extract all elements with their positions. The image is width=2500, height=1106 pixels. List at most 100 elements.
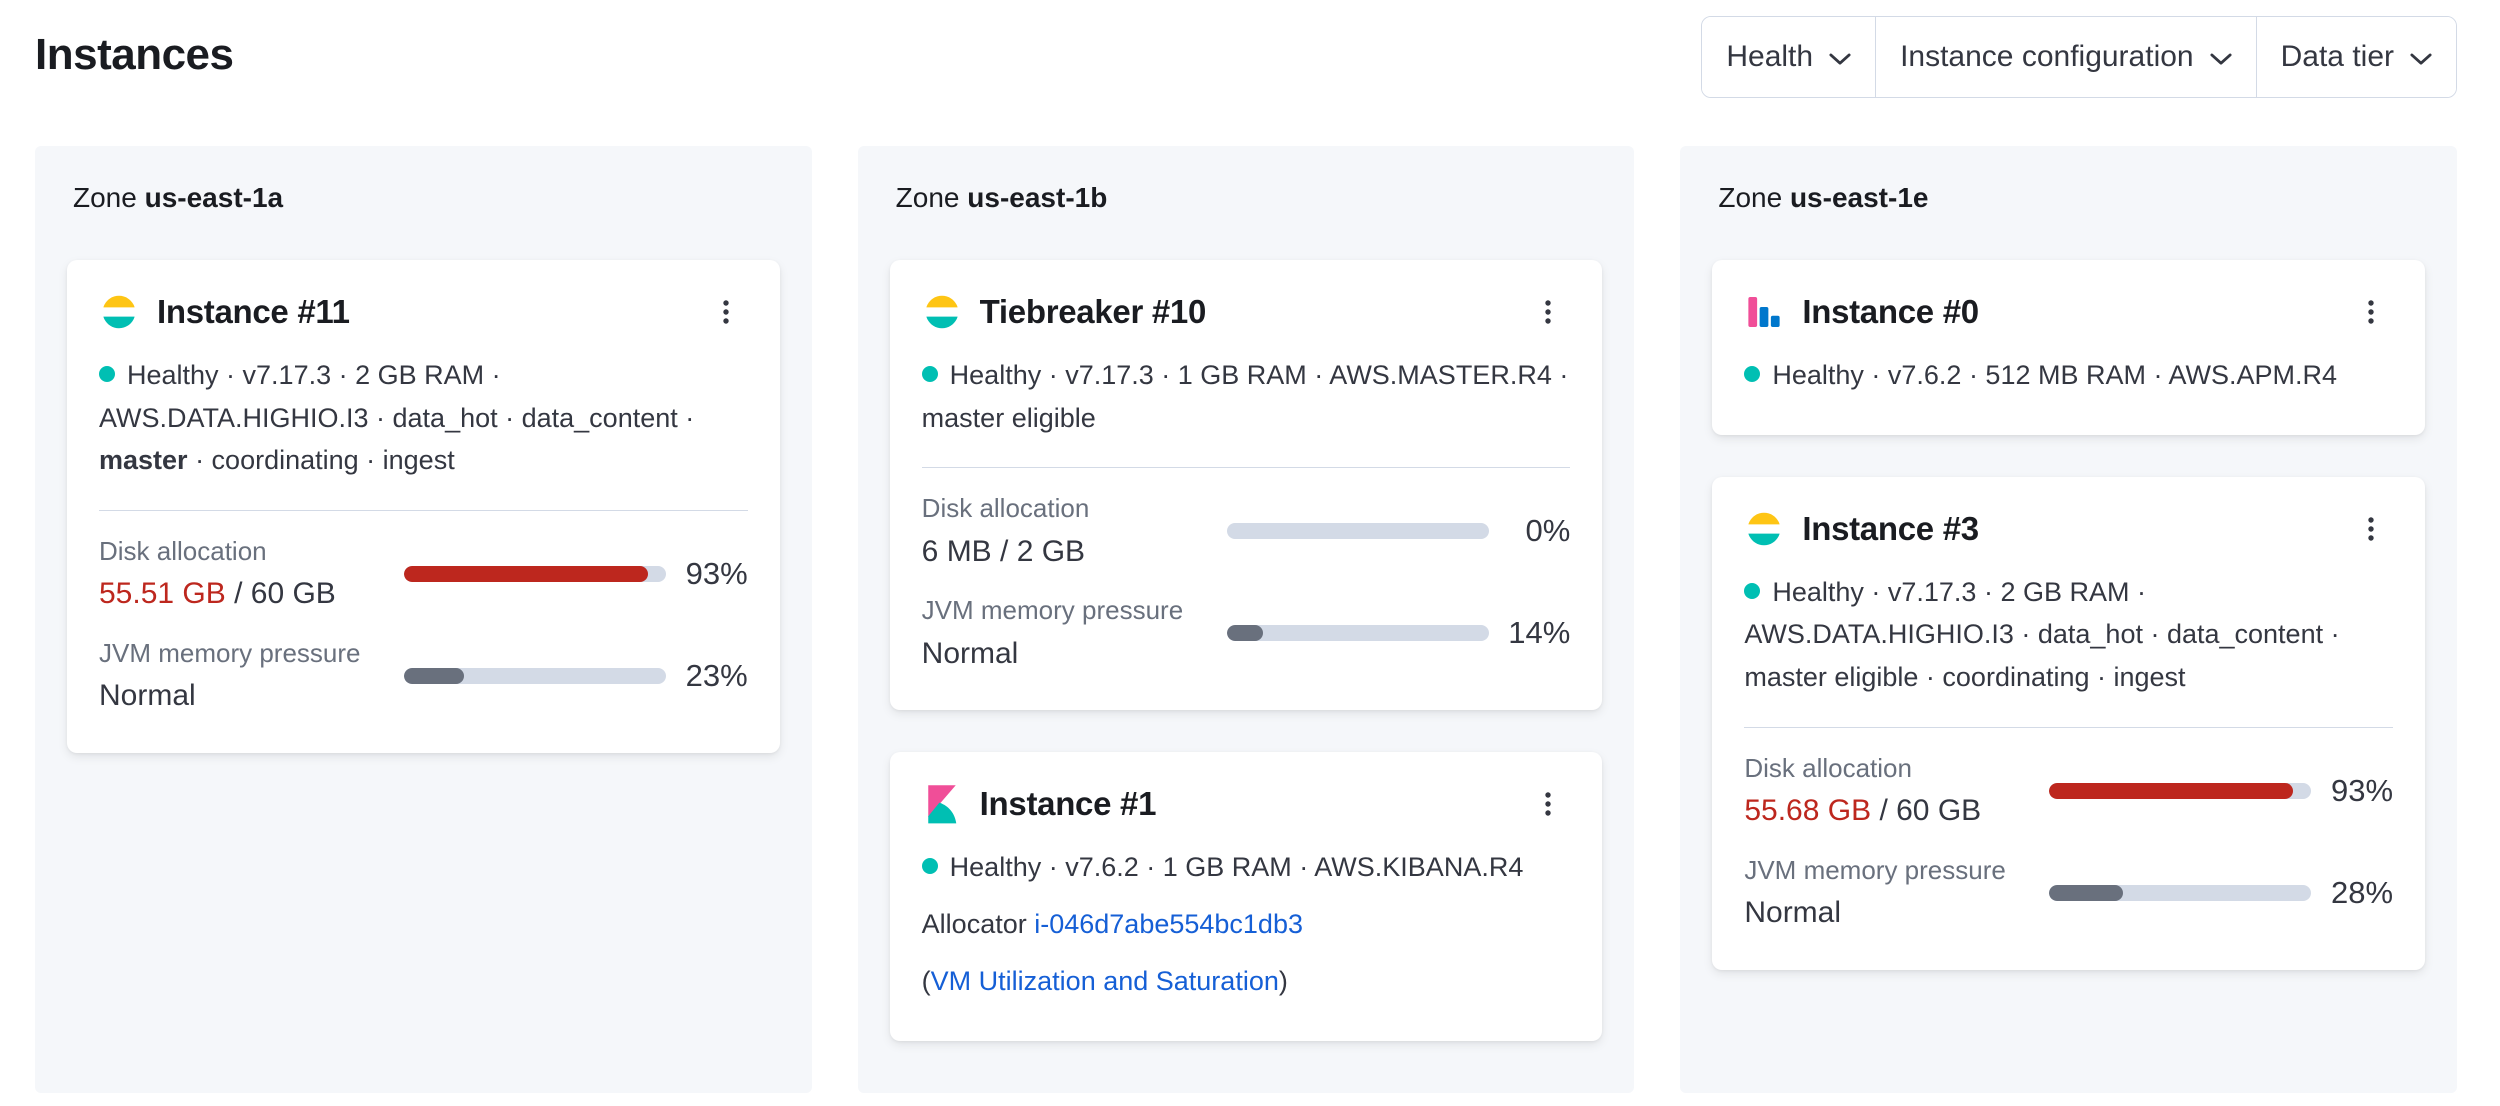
zone-prefix: Zone bbox=[895, 182, 960, 213]
disk-allocation-label: Disk allocation bbox=[921, 493, 1090, 524]
meta-text: Healthy · v7.6.2 · 1 GB RAM · AWS.KIBANA… bbox=[949, 852, 1524, 883]
kebab-icon bbox=[722, 300, 729, 324]
zones-row: Zone us-east-1a Instance #11 bbox=[0, 146, 2500, 1093]
instance-menu-button[interactable] bbox=[704, 290, 748, 334]
card-header: Instance #3 bbox=[1744, 507, 2393, 551]
allocator-link[interactable]: i-046d7abe554bc1db3 bbox=[1034, 908, 1303, 939]
card-header: Tiebreaker #10 bbox=[922, 290, 1571, 334]
page-header: Instances Health Instance configuration … bbox=[0, 0, 2500, 113]
disk-usage-percent: 93% bbox=[2330, 772, 2394, 808]
card-header: Instance #1 bbox=[922, 782, 1571, 826]
instance-0-card: Instance #0 Healthy · v7.6.2 · 512 MB RA… bbox=[1712, 260, 2426, 435]
apm-icon bbox=[1744, 292, 1784, 332]
jvm-pressure-bar bbox=[2049, 884, 2312, 901]
instance-meta: Healthy · v7.6.2 · 1 GB RAM · AWS.KIBANA… bbox=[921, 846, 1571, 889]
divider bbox=[99, 509, 748, 511]
jvm-pressure-value: Normal bbox=[921, 636, 1019, 670]
healthy-status-icon bbox=[1744, 582, 1761, 599]
jvm-memory-pressure-stat: JVM memory pressure Normal 28% bbox=[1744, 854, 2393, 932]
elasticsearch-icon bbox=[922, 292, 962, 332]
divider bbox=[1744, 726, 2394, 728]
kebab-icon bbox=[1545, 792, 1552, 817]
disk-allocation-label: Disk allocation bbox=[1744, 752, 1912, 783]
instance-3-card: Instance #3 Healthy · v7.17.3 · 2 GB RAM… bbox=[1712, 476, 2426, 970]
disk-allocation-value: 55.68 GB / 60 GB bbox=[1744, 794, 1982, 828]
disk-usage-percent: 93% bbox=[685, 555, 748, 591]
jvm-pressure-value: Normal bbox=[99, 679, 196, 713]
healthy-status-icon bbox=[1744, 366, 1761, 382]
instance-title: Tiebreaker #10 bbox=[979, 293, 1207, 330]
allocator-line: Allocator i-046d7abe554bc1db3 bbox=[922, 903, 1571, 946]
health-filter-button[interactable]: Health bbox=[1702, 17, 1876, 97]
meta-text: Healthy · v7.17.3 · 2 GB RAM · AWS.DATA.… bbox=[99, 360, 695, 433]
health-filter-label: Health bbox=[1726, 40, 1814, 73]
meta-text: Healthy · v7.17.3 · 2 GB RAM · AWS.DATA.… bbox=[1744, 576, 2340, 692]
divider bbox=[921, 467, 1571, 469]
chevron-down-icon bbox=[2410, 53, 2432, 66]
jvm-pressure-bar bbox=[404, 667, 666, 684]
paren: ( bbox=[921, 966, 931, 997]
disk-usage-bar bbox=[1226, 523, 1489, 540]
disk-allocation-stat: Disk allocation 6 MB / 2 GB 0% bbox=[922, 492, 1571, 570]
zone-us-east-1a: Zone us-east-1a Instance #11 bbox=[35, 146, 812, 1093]
data-tier-filter-label: Data tier bbox=[2280, 40, 2394, 73]
instance-meta: Healthy · v7.17.3 · 2 GB RAM · AWS.DATA.… bbox=[99, 354, 748, 482]
instance-title: Instance #1 bbox=[979, 785, 1157, 823]
healthy-status-icon bbox=[99, 366, 115, 382]
healthy-status-icon bbox=[921, 366, 938, 382]
allocator-label: Allocator bbox=[921, 908, 1035, 939]
disk-allocation-stat: Disk allocation 55.68 GB / 60 GB 93% bbox=[1744, 752, 2393, 830]
jvm-pressure-label: JVM memory pressure bbox=[1744, 854, 2006, 885]
instance-meta: Healthy · v7.17.3 · 2 GB RAM · AWS.DATA.… bbox=[1744, 571, 2393, 699]
kebab-icon bbox=[2368, 300, 2374, 324]
jvm-pressure-label: JVM memory pressure bbox=[99, 637, 361, 668]
disk-allocation-stat: Disk allocation 55.51 GB / 60 GB 93% bbox=[99, 535, 748, 613]
instance-menu-button[interactable] bbox=[2349, 507, 2393, 551]
disk-allocation-label: Disk allocation bbox=[99, 535, 267, 566]
kebab-icon bbox=[2368, 516, 2374, 541]
disk-allocation-value: 6 MB / 2 GB bbox=[921, 534, 1086, 568]
chevron-down-icon bbox=[1829, 53, 1851, 66]
vm-utilization-line: (VM Utilization and Saturation) bbox=[922, 960, 1571, 1003]
meta-text: Healthy · v7.6.2 · 512 MB RAM · AWS.APM.… bbox=[1772, 360, 2338, 390]
elasticsearch-icon bbox=[99, 292, 139, 332]
zone-us-east-1e: Zone us-east-1e Instance #0 bbox=[1680, 146, 2458, 1093]
zone-label: Zone us-east-1a bbox=[73, 182, 774, 214]
kibana-icon bbox=[922, 784, 962, 824]
zone-label: Zone us-east-1e bbox=[1718, 182, 2419, 214]
jvm-memory-pressure-stat: JVM memory pressure Normal 23% bbox=[99, 637, 748, 715]
instance-11-card: Instance #11 Healthy · v7.17.3 · 2 GB RA… bbox=[67, 260, 780, 753]
zone-us-east-1b: Zone us-east-1b Tiebreaker #10 bbox=[857, 146, 1635, 1093]
meta-text: Healthy · v7.17.3 · 1 GB RAM · AWS.MASTE… bbox=[921, 360, 1569, 433]
instance-title: Instance #0 bbox=[1802, 293, 1979, 330]
data-tier-filter-button[interactable]: Data tier bbox=[2255, 17, 2456, 97]
jvm-pressure-label: JVM memory pressure bbox=[921, 595, 1184, 626]
instance-menu-button[interactable] bbox=[1526, 782, 1570, 826]
disk-usage-bar bbox=[404, 565, 666, 582]
instance-configuration-filter-button[interactable]: Instance configuration bbox=[1875, 17, 2256, 97]
jvm-pressure-percent: 14% bbox=[1508, 615, 1571, 651]
instance-meta: Healthy · v7.6.2 · 512 MB RAM · AWS.APM.… bbox=[1744, 354, 2393, 397]
zone-name: us-east-1b bbox=[967, 182, 1108, 213]
card-header: Instance #11 bbox=[99, 290, 748, 334]
disk-usage-bar bbox=[2049, 782, 2312, 799]
instance-1-card: Instance #1 Healthy · v7.6.2 · 1 GB RAM … bbox=[889, 752, 1603, 1042]
jvm-memory-pressure-stat: JVM memory pressure Normal 14% bbox=[922, 594, 1571, 672]
kebab-icon bbox=[1545, 300, 1552, 324]
filter-group: Health Instance configuration Data tier bbox=[1701, 16, 2457, 98]
zone-name: us-east-1a bbox=[144, 182, 284, 213]
card-header: Instance #0 bbox=[1744, 290, 2393, 334]
page-title: Instances bbox=[35, 30, 234, 79]
elasticsearch-icon bbox=[1744, 509, 1784, 549]
healthy-status-icon bbox=[921, 858, 938, 875]
instance-menu-button[interactable] bbox=[2349, 290, 2393, 334]
disk-allocation-value: 55.51 GB / 60 GB bbox=[99, 577, 336, 611]
instance-menu-button[interactable] bbox=[1526, 290, 1570, 334]
paren: ) bbox=[1278, 966, 1288, 997]
chevron-down-icon bbox=[2210, 53, 2232, 66]
jvm-pressure-percent: 23% bbox=[685, 657, 748, 693]
vm-utilization-link[interactable]: VM Utilization and Saturation bbox=[930, 966, 1279, 997]
jvm-pressure-bar bbox=[1226, 625, 1489, 642]
instance-meta: Healthy · v7.17.3 · 1 GB RAM · AWS.MASTE… bbox=[921, 354, 1571, 439]
